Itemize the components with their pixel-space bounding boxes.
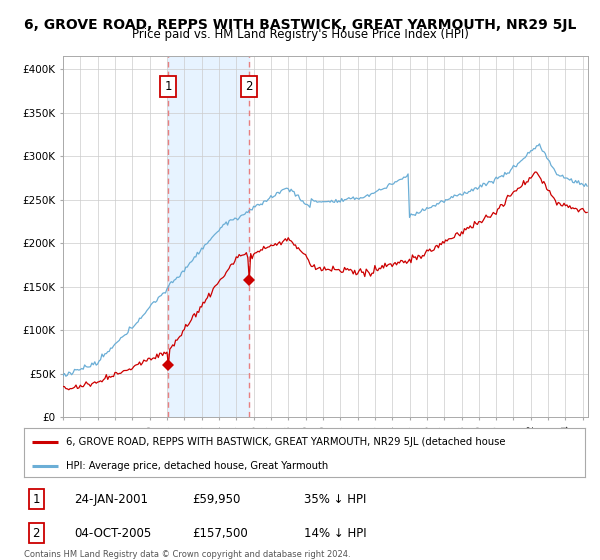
Text: 2: 2 [32, 526, 40, 540]
Text: Price paid vs. HM Land Registry's House Price Index (HPI): Price paid vs. HM Land Registry's House … [131, 28, 469, 41]
Bar [168, 56, 249, 417]
Text: Contains HM Land Registry data © Crown copyright and database right 2024.
This d: Contains HM Land Registry data © Crown c… [24, 550, 350, 560]
Text: 1: 1 [32, 493, 40, 506]
Text: 2: 2 [245, 80, 253, 93]
Text: £157,500: £157,500 [192, 526, 248, 540]
Text: 6, GROVE ROAD, REPPS WITH BASTWICK, GREAT YARMOUTH, NR29 5JL: 6, GROVE ROAD, REPPS WITH BASTWICK, GREA… [24, 18, 576, 32]
Text: 1: 1 [164, 80, 172, 93]
Text: 04-OCT-2005: 04-OCT-2005 [74, 526, 152, 540]
Text: 24-JAN-2001: 24-JAN-2001 [74, 493, 148, 506]
Text: £59,950: £59,950 [192, 493, 241, 506]
Text: 14% ↓ HPI: 14% ↓ HPI [305, 526, 367, 540]
Text: 6, GROVE ROAD, REPPS WITH BASTWICK, GREAT YARMOUTH, NR29 5JL (detached house: 6, GROVE ROAD, REPPS WITH BASTWICK, GREA… [66, 437, 506, 447]
Text: 35% ↓ HPI: 35% ↓ HPI [305, 493, 367, 506]
Text: HPI: Average price, detached house, Great Yarmouth: HPI: Average price, detached house, Grea… [66, 461, 328, 472]
